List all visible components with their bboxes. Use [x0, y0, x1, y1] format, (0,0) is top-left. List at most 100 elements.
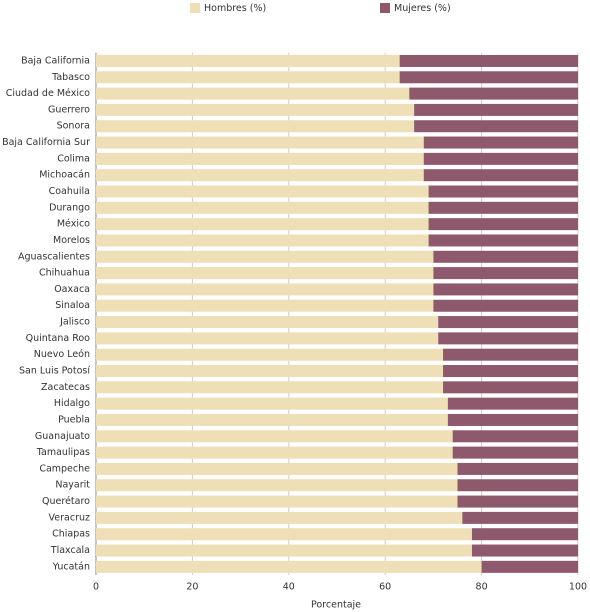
y-tick-label: Baja California Sur — [2, 137, 90, 148]
y-tick-label: Jalisco — [59, 317, 90, 328]
y-tick-label: Ciudad de México — [6, 88, 90, 99]
y-tick-label: Puebla — [58, 414, 90, 425]
x-tick-label: 100 — [569, 582, 587, 593]
bar-segment — [428, 201, 578, 214]
bar-segment — [96, 218, 429, 231]
bar-segment — [96, 267, 434, 280]
y-tick-label: Colima — [57, 153, 90, 164]
bar-segment — [96, 71, 400, 84]
bar-segment — [96, 201, 429, 214]
bar-segment — [409, 87, 578, 100]
bar-segment — [433, 283, 578, 296]
bar-segment — [96, 234, 429, 247]
bar-segment — [452, 446, 578, 459]
y-tick-label: Tabasco — [51, 72, 90, 83]
bar-segment — [428, 218, 578, 231]
y-tick-label: Tlaxcala — [50, 545, 90, 556]
bar-segment — [423, 152, 578, 165]
x-tick-label: 0 — [93, 582, 99, 593]
bar-segment — [96, 544, 472, 557]
bar-segment — [452, 430, 578, 443]
bar-segment — [96, 54, 400, 67]
y-tick-label: San Luis Potosí — [19, 366, 90, 377]
y-tick-label: México — [57, 219, 90, 230]
bar-segment — [96, 413, 448, 426]
bar-segment — [438, 332, 578, 345]
bar-segment — [96, 495, 458, 508]
bar-segment — [96, 87, 410, 100]
legend-swatch — [380, 3, 390, 13]
y-tick-label: Baja California — [21, 55, 90, 66]
y-tick-label: Oaxaca — [54, 284, 90, 295]
bar-segment — [96, 528, 472, 541]
bar-segment — [447, 397, 578, 410]
y-tick-label: Sonora — [57, 121, 90, 132]
bar-segment — [428, 185, 578, 198]
bar-segment — [96, 103, 415, 116]
bar-segment — [423, 136, 578, 149]
bar-segment — [96, 397, 448, 410]
bar-segment — [443, 365, 578, 378]
legend-label: Mujeres (%) — [394, 3, 451, 14]
bar-segment — [462, 511, 578, 524]
bar-segment — [457, 479, 578, 492]
bar-segment — [96, 446, 453, 459]
y-tick-label: Morelos — [53, 235, 90, 246]
y-tick-label: Michoacán — [39, 170, 90, 181]
bar-segment — [433, 267, 578, 280]
x-tick-label: 20 — [186, 582, 198, 593]
y-tick-label: Veracruz — [49, 512, 90, 523]
y-tick-label: Aguascalientes — [18, 251, 90, 262]
bar-segment — [471, 544, 578, 557]
y-tick-label: Nuevo León — [34, 349, 90, 360]
y-tick-label: Zacatecas — [41, 382, 90, 393]
legend-label: Hombres (%) — [204, 3, 266, 14]
bar-segment — [471, 528, 578, 541]
bar-segment — [96, 185, 429, 198]
bar-segment — [96, 152, 424, 165]
legend-swatch — [190, 3, 200, 13]
bar-segment — [96, 479, 458, 492]
bar-segment — [457, 462, 578, 475]
bar-segment — [433, 250, 578, 263]
bar-segment — [443, 381, 578, 394]
y-tick-label: Chiapas — [52, 529, 90, 540]
bar-segment — [96, 430, 453, 443]
y-tick-label: Guerrero — [48, 104, 90, 115]
y-tick-label: Campeche — [39, 463, 90, 474]
bar-segment — [399, 71, 578, 84]
bar-segment — [96, 511, 463, 524]
bar-segment — [96, 365, 444, 378]
bar-segment — [96, 136, 424, 149]
y-tick-label: Chihuahua — [39, 268, 90, 279]
bar-segment — [414, 120, 578, 133]
bar-segment — [96, 332, 439, 345]
y-tick-label: Guanajuato — [35, 431, 90, 442]
bar-segment — [443, 348, 578, 361]
bar-segment — [96, 299, 434, 312]
y-tick-label: Hidalgo — [54, 398, 90, 409]
bar-segment — [399, 54, 578, 67]
x-tick-label: 60 — [379, 582, 391, 593]
x-axis-label: Porcentaje — [311, 600, 361, 611]
bar-segment — [457, 495, 578, 508]
bar-segment — [447, 413, 578, 426]
bar-segment — [423, 169, 578, 182]
y-tick-label: Quintana Roo — [26, 333, 91, 344]
y-tick-label: Nayarit — [55, 480, 90, 491]
y-tick-label: Coahuila — [49, 186, 90, 197]
x-tick-label: 40 — [283, 582, 295, 593]
y-tick-label: Yucatán — [52, 561, 90, 572]
bar-segment — [96, 381, 444, 394]
y-tick-label: Querétaro — [42, 496, 90, 507]
bar-segment — [96, 120, 415, 133]
bar-segment — [438, 316, 578, 329]
y-tick-label: Sinaloa — [55, 300, 90, 311]
bar-segment — [96, 316, 439, 329]
bar-segment — [96, 283, 434, 296]
y-tick-label: Tamaulipas — [36, 447, 90, 458]
y-tick-label: Durango — [49, 202, 90, 213]
bar-segment — [96, 169, 424, 182]
x-tick-label: 80 — [476, 582, 488, 593]
